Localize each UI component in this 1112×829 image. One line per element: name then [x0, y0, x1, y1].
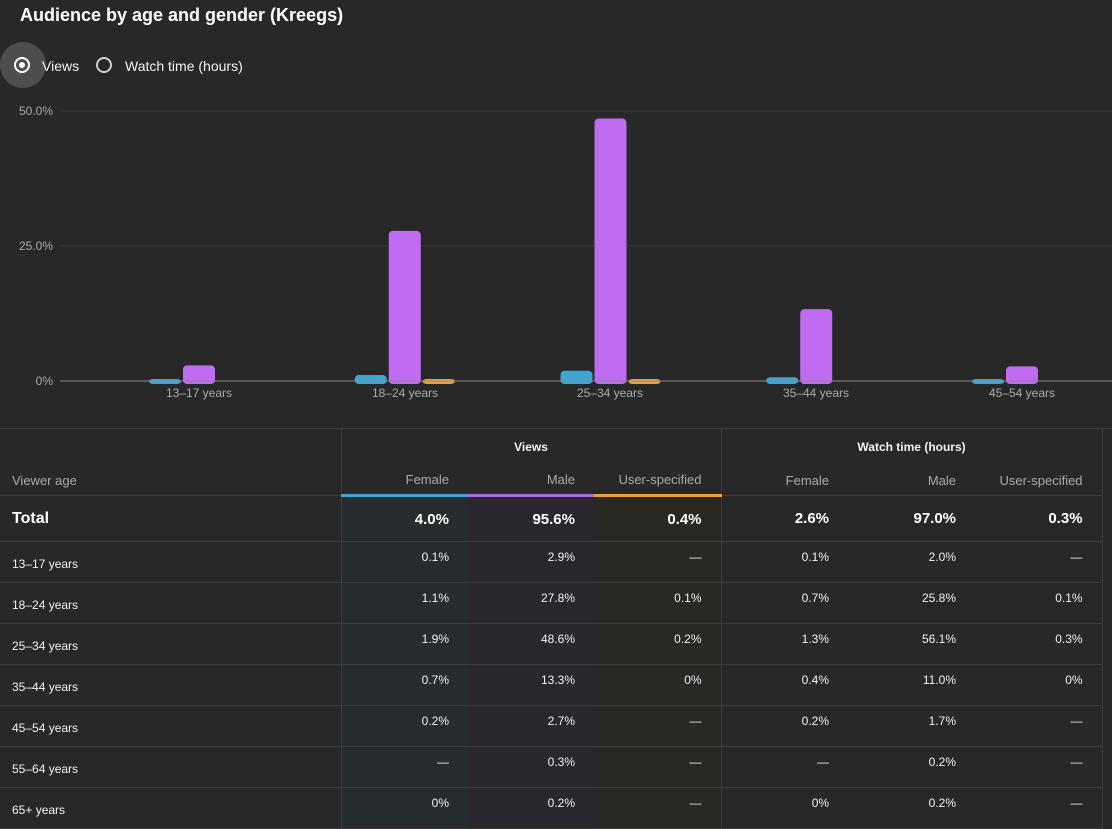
- value-cell: 0%: [720, 787, 849, 829]
- total-cell: 0.3%: [975, 495, 1103, 542]
- views-male-header: Male: [468, 465, 594, 497]
- x-tick-label: 25–34 years: [577, 386, 643, 400]
- value-cell: 0.2%: [848, 746, 976, 788]
- views-female-header: Female: [340, 465, 468, 497]
- value-cell: 0.3%: [975, 623, 1103, 665]
- value-cell: 0.2%: [848, 787, 976, 829]
- y-tick-label-25: 25.0%: [19, 239, 53, 253]
- value-cell: 2.0%: [848, 541, 976, 583]
- age-cell: 35–44 years: [0, 664, 341, 706]
- female-bar[interactable]: [560, 370, 593, 384]
- page-title: Audience by age and gender (Kreegs): [20, 5, 344, 25]
- x-tick-label: 13–17 years: [166, 386, 232, 400]
- value-cell: 0.7%: [340, 664, 468, 706]
- value-cell: 2.9%: [468, 541, 594, 583]
- value-cell: —: [594, 541, 722, 583]
- y-tick-label-50: 50.0%: [19, 104, 53, 118]
- table-row: 35–44 years 0.7% 13.3% 0% 0.4% 11.0% 0%: [0, 664, 1103, 706]
- value-cell: 1.1%: [340, 582, 468, 624]
- value-cell: 1.3%: [720, 623, 849, 665]
- x-tick-label: 35–44 years: [783, 386, 849, 400]
- age-cell: 25–34 years: [0, 623, 341, 665]
- viewer-age-header: Viewer age: [0, 465, 341, 496]
- value-cell: 0.1%: [720, 541, 849, 583]
- value-cell: 0.1%: [975, 582, 1103, 624]
- male-bar[interactable]: [183, 365, 215, 384]
- value-cell: 2.7%: [468, 705, 594, 747]
- value-cell: 0.2%: [720, 705, 849, 747]
- x-tick-label: 45–54 years: [989, 386, 1055, 400]
- table-row: 65+ years 0% 0.2% — 0% 0.2% —: [0, 787, 1103, 829]
- value-cell: 0.4%: [720, 664, 849, 706]
- table-row: 18–24 years 1.1% 27.8% 0.1% 0.7% 25.8% 0…: [0, 582, 1103, 624]
- age-cell: 18–24 years: [0, 582, 341, 624]
- female-bar[interactable]: [354, 375, 387, 384]
- total-row: Total 4.0% 95.6% 0.4% 2.6% 97.0% 0.3%: [0, 495, 1103, 542]
- watch-female-header: Female: [720, 465, 849, 496]
- table-row: 55–64 years — 0.3% — — 0.2% —: [0, 746, 1103, 788]
- value-cell: 27.8%: [468, 582, 594, 624]
- value-cell: 56.1%: [848, 623, 976, 665]
- age-cell: 45–54 years: [0, 705, 341, 747]
- watch-male-header: Male: [848, 465, 976, 496]
- value-cell: 0%: [594, 664, 722, 706]
- value-cell: —: [594, 705, 722, 747]
- age-cell: 55–64 years: [0, 746, 341, 788]
- value-cell: —: [975, 705, 1103, 747]
- total-cell: 4.0%: [340, 495, 468, 542]
- value-cell: 0%: [975, 664, 1103, 706]
- table-header-spacer: [0, 429, 341, 465]
- x-tick-label: 18–24 years: [372, 386, 438, 400]
- value-cell: 1.7%: [848, 705, 976, 747]
- value-cell: 0.1%: [594, 582, 722, 624]
- value-cell: 0.2%: [340, 705, 468, 747]
- total-cell: 97.0%: [848, 495, 976, 542]
- watch-user-specified-header: User-specified: [975, 465, 1103, 496]
- views-group-header: Views: [340, 429, 722, 465]
- value-cell: 0.2%: [594, 623, 722, 665]
- views-user-specified-header: User-specified: [594, 465, 722, 497]
- table-row: 25–34 years 1.9% 48.6% 0.2% 1.3% 56.1% 0…: [0, 623, 1103, 665]
- male-bar[interactable]: [1006, 366, 1038, 384]
- value-cell: 25.8%: [848, 582, 976, 624]
- male-bar[interactable]: [388, 230, 421, 384]
- views-radio[interactable]: [14, 57, 30, 73]
- age-cell: 13–17 years: [0, 541, 341, 583]
- watch-time-radio[interactable]: [96, 57, 112, 73]
- views-radio-label[interactable]: Views: [42, 58, 80, 74]
- value-cell: —: [975, 746, 1103, 788]
- y-tick-label-0: 0%: [36, 374, 54, 388]
- total-label: Total: [0, 495, 341, 542]
- value-cell: 0.2%: [468, 787, 594, 829]
- watch-time-group-header: Watch time (hours): [720, 429, 1103, 465]
- value-cell: —: [594, 746, 722, 788]
- total-cell: 95.6%: [468, 495, 594, 542]
- table-group-header-row: Views Watch time (hours): [0, 429, 1103, 465]
- value-cell: —: [975, 541, 1103, 583]
- total-cell: 0.4%: [594, 495, 722, 542]
- value-cell: 0%: [340, 787, 468, 829]
- value-cell: 48.6%: [468, 623, 594, 665]
- value-cell: 0.1%: [340, 541, 468, 583]
- value-cell: —: [594, 787, 722, 829]
- age-cell: 65+ years: [0, 787, 341, 829]
- value-cell: —: [975, 787, 1103, 829]
- value-cell: 0.3%: [468, 746, 594, 788]
- value-cell: 1.9%: [340, 623, 468, 665]
- total-cell: 2.6%: [720, 495, 849, 542]
- chart-bars: [149, 118, 1038, 384]
- value-cell: —: [720, 746, 849, 788]
- male-bar[interactable]: [594, 118, 627, 384]
- male-bar[interactable]: [800, 309, 833, 384]
- value-cell: 0.7%: [720, 582, 849, 624]
- audience-table: Views Watch time (hours) Viewer age Fema…: [0, 428, 1112, 829]
- value-cell: 11.0%: [848, 664, 976, 706]
- table-column-header-row: Viewer age Female Male User-specified Fe…: [0, 465, 1103, 497]
- table-row: 45–54 years 0.2% 2.7% — 0.2% 1.7% —: [0, 705, 1103, 747]
- value-cell: —: [340, 746, 468, 788]
- watch-time-radio-label[interactable]: Watch time (hours): [125, 58, 243, 74]
- age-gender-bar-chart: 50.0% 25.0% 0% 13–17 years 18–24 years 2…: [19, 104, 1112, 400]
- value-cell: 13.3%: [468, 664, 594, 706]
- table-row: 13–17 years 0.1% 2.9% — 0.1% 2.0% —: [0, 541, 1103, 583]
